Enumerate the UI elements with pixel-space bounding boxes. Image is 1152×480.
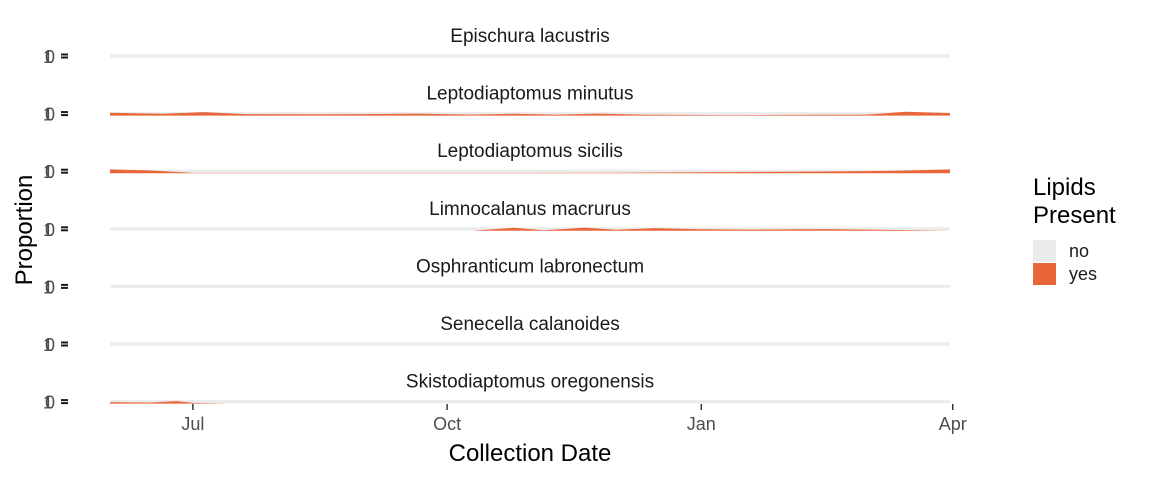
legend-label: no (1069, 241, 1089, 261)
y-tick-label: 1 (43, 47, 53, 67)
y-tick-label: 1 (43, 335, 53, 355)
y-tick-label: 1 (43, 162, 53, 182)
y-tick-label: 1 (43, 105, 53, 125)
legend-title: Present (1033, 202, 1116, 229)
y-axis-title: Proportion (11, 175, 38, 286)
x-tick-label: Apr (939, 414, 967, 434)
panel: Leptodiaptomus sicilis 01 (43, 141, 950, 182)
panel-title: Leptodiaptomus sicilis (437, 141, 623, 162)
panel: Epischura lacustris 01 (43, 26, 950, 67)
panel-title: Skistodiaptomus oregonensis (406, 372, 654, 393)
y-tick-label: 0 (45, 277, 55, 297)
legend-swatch (1033, 240, 1056, 262)
panel: Senecella calanoides 01 (43, 314, 950, 355)
y-tick-label: 0 (45, 393, 55, 413)
area-yes (110, 401, 950, 404)
y-tick-label: 0 (45, 335, 55, 355)
legend-title: Lipids (1033, 174, 1096, 201)
y-tick-label: 0 (45, 220, 55, 240)
area-no (110, 227, 950, 231)
panel-title: Limnocalanus macrurus (429, 199, 631, 220)
panel-title: Leptodiaptomus minutus (426, 84, 633, 105)
panel: Leptodiaptomus minutus 01 (43, 84, 950, 125)
area-no (110, 284, 950, 288)
panel-title: Osphranticum labronectum (416, 256, 644, 277)
area-yes (110, 227, 950, 231)
panel: Osphranticum labronectum 01 (43, 256, 950, 297)
panel-title: Epischura lacustris (450, 26, 609, 47)
y-tick-label: 1 (43, 277, 53, 297)
x-axis-title: Collection Date (449, 440, 612, 467)
area-no (110, 169, 950, 173)
area-yes (110, 169, 950, 174)
y-tick-label: 1 (43, 220, 53, 240)
x-tick-label: Jan (687, 414, 716, 434)
legend-label: yes (1069, 264, 1097, 284)
y-tick-label: 0 (45, 105, 55, 125)
x-tick-label: Jul (181, 414, 204, 434)
panel: Limnocalanus macrurus 01 (43, 199, 950, 240)
y-tick-label: 1 (43, 393, 53, 413)
area-no (110, 342, 950, 346)
legend-swatch (1033, 263, 1056, 285)
y-tick-label: 0 (45, 162, 55, 182)
panel-title: Senecella calanoides (440, 314, 620, 335)
x-tick-label: Oct (433, 414, 461, 434)
area-no (110, 112, 950, 116)
y-tick-label: 0 (45, 47, 55, 67)
x-axis: Jul Oct Jan Apr (181, 404, 967, 434)
panel: Skistodiaptomus oregonensis 01 (43, 372, 950, 413)
area-no (110, 400, 950, 404)
area-yes (110, 111, 950, 116)
area-no (110, 54, 950, 58)
